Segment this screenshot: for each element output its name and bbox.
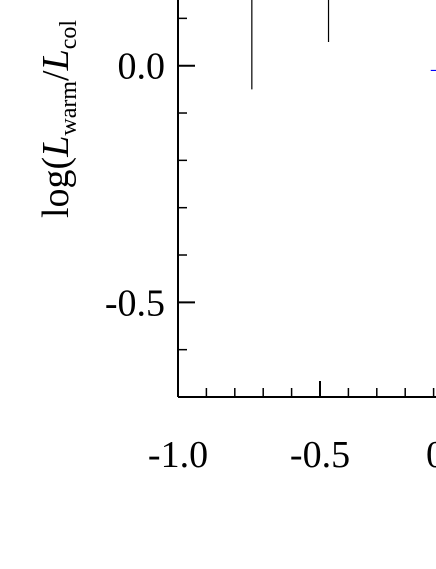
plot-area <box>214 0 436 90</box>
y-axis-title-sub1: warm <box>56 81 82 136</box>
y-axis-title-var2: L <box>35 49 77 71</box>
labels-layer: -0.50.00.51.0 -1.0-0.5 0 log(Lwarm/Lcol <box>35 20 436 476</box>
y-tick-labels: -0.50.00.51.0 <box>105 46 166 325</box>
x-tick-group <box>177 381 435 397</box>
points-layer <box>214 0 436 76</box>
y-axis-title-sub2: col <box>56 20 82 50</box>
y-axis-title-slash: / <box>35 70 77 81</box>
x-tick-label-edge: 0 <box>426 434 436 476</box>
x-tick-label: -1.0 <box>148 434 208 476</box>
axes-layer <box>177 0 436 398</box>
y-axis-title: log(Lwarm/Lcol <box>35 20 82 218</box>
y-tick-label: 0.0 <box>118 46 166 88</box>
y-tick-label: -0.5 <box>105 282 165 324</box>
y-axis-title-prefix: log( <box>35 157 77 218</box>
y-axis-title-var1: L <box>35 136 77 158</box>
x-tick-label: -0.5 <box>290 434 350 476</box>
y-tick-group <box>178 17 195 351</box>
errorbars-layer <box>251 0 436 90</box>
x-tick-labels: -1.0 -0.5 <box>148 434 350 476</box>
